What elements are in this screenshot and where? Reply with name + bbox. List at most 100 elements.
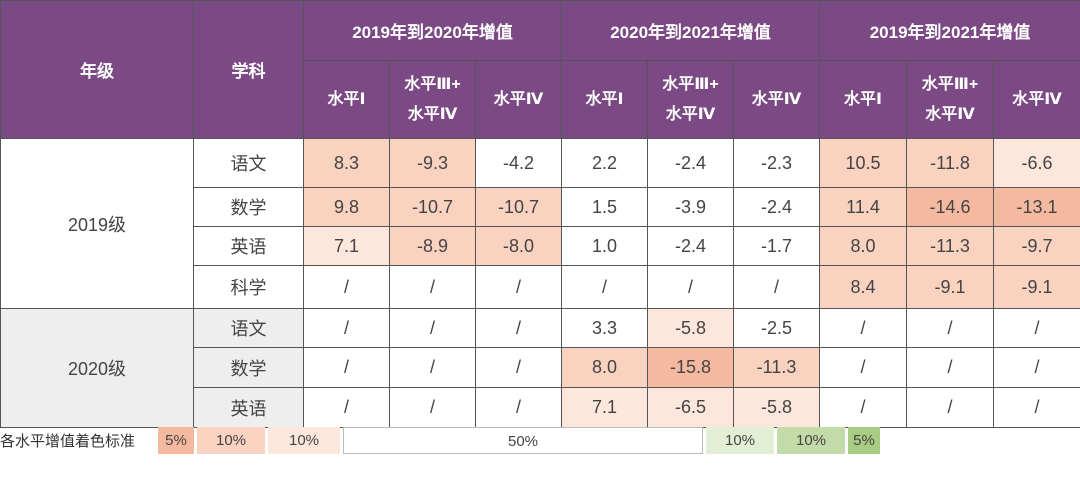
value-cell: / (303, 265, 390, 309)
legend-swatch: 10% (268, 427, 340, 454)
subject-cell: 英语 (193, 226, 304, 266)
value-cell: -2.4 (733, 187, 821, 227)
header-group-2019-2021: 2019年到2021年增值 (819, 0, 1080, 61)
value-cell: -6.6 (993, 138, 1080, 188)
value-cell: / (819, 347, 908, 388)
value-cell: -1.7 (733, 226, 821, 266)
value-cell: 8.3 (303, 138, 390, 188)
value-cell: / (303, 387, 390, 428)
table-row: 2020级 语文 / //3.3 -5.8 -2.5// / (0, 308, 1080, 428)
value-cell: / (389, 347, 476, 388)
value-cell: / (474, 387, 563, 428)
header-row-levels: 水平Ⅰ 水平Ⅲ+ 水平Ⅳ 水平Ⅳ 水平Ⅰ 水平Ⅲ+ 水平Ⅳ 水平Ⅳ 水平Ⅰ 水平Ⅲ+… (1, 60, 1080, 139)
value-cell: / (906, 387, 995, 428)
value-cell: / (993, 347, 1080, 388)
header-level-3plus: 水平Ⅲ+ 水平Ⅳ (647, 60, 735, 139)
value-cell: 8.0 (561, 347, 649, 388)
value-cell: -9.7 (993, 226, 1080, 266)
value-cell: / (733, 265, 821, 309)
value-cell: / (474, 265, 563, 309)
legend: 各水平增值着色标准 5% 10% 10% 50% 10% 10% 5% (0, 427, 883, 454)
value-cell: -10.7 (474, 187, 563, 227)
value-cell: -8.0 (474, 226, 563, 266)
header-level-1: 水平Ⅰ (819, 60, 908, 139)
legend-swatch: 50% (343, 427, 703, 454)
grade-cell: 2019级 (0, 138, 194, 309)
value-cell: -2.5 (733, 308, 821, 348)
value-cell: -8.9 (389, 226, 476, 266)
value-cell: 3.3 (561, 308, 649, 348)
value-cell: -5.8 (647, 308, 735, 348)
value-cell: 11.4 (819, 187, 908, 227)
value-cell: 1.0 (561, 226, 649, 266)
grade-cell: 2020级 (0, 308, 194, 428)
value-cell: 1.5 (561, 187, 649, 227)
header-level-4: 水平Ⅳ (993, 60, 1080, 139)
header-subject: 学科 (193, 0, 304, 139)
value-cell: / (819, 387, 908, 428)
value-cell: / (819, 308, 908, 348)
value-added-table: 年级 学科 2019年到2020年增值 2020年到2021年增值 2019年到… (0, 0, 1080, 428)
subject-cell: 数学 (193, 187, 304, 227)
header-level-3plus: 水平Ⅲ+ 水平Ⅳ (389, 60, 476, 139)
table-row: 2019级 语文 8.3 -9.3 -4.2 2.2 -2.4 -2.3 10.5 -11.8 -6… (0, 138, 1080, 309)
value-cell: / (474, 308, 563, 348)
value-cell: -11.8 (906, 138, 995, 188)
subject-cell: 语文 (193, 308, 304, 348)
header-row-groups: 年级 学科 2019年到2020年增值 2020年到2021年增值 2019年到… (0, 0, 1080, 139)
header-level-3plus: 水平Ⅲ+ 水平Ⅳ (906, 60, 995, 139)
value-cell: 7.1 (303, 226, 390, 266)
subject-cell: 科学 (193, 265, 304, 309)
value-cell: / (993, 308, 1080, 348)
header-level-4: 水平Ⅳ (733, 60, 821, 139)
value-cell: / (906, 308, 995, 348)
value-cell: -9.1 (906, 265, 995, 309)
header-level-1: 水平Ⅰ (561, 60, 649, 139)
value-cell: / (389, 265, 476, 309)
table-row: 数学 / //8.0 -15.8 -11.3// / (1, 347, 1080, 388)
value-cell: -2.4 (647, 226, 735, 266)
value-cell: / (303, 308, 390, 348)
value-cell: -13.1 (993, 187, 1080, 227)
header-group-2019-2020: 2019年到2020年增值 (302, 0, 563, 61)
legend-items: 5% 10% 10% 50% 10% 10% 5% (158, 427, 883, 454)
legend-swatch: 10% (706, 427, 774, 454)
legend-swatch: 5% (158, 427, 194, 454)
table-row: 英语 7.1 -8.9 -8.0 1.0 -2.4 -1.7 8.0 -11.3 -9.7 (1, 226, 1080, 266)
value-cell: / (993, 387, 1080, 428)
legend-swatch: 5% (848, 427, 880, 454)
table-body: 2019级 语文 8.3 -9.3 -4.2 2.2 -2.4 -2.3 10.5 -11.8 -6… (0, 138, 1080, 428)
legend-title: 各水平增值着色标准 (0, 433, 136, 450)
value-cell: / (303, 347, 390, 388)
table-row: 英语 / //7.1 -6.5 -5.8// / (1, 387, 1080, 428)
header-group-2020-2021: 2020年到2021年增值 (561, 0, 821, 61)
value-cell: -15.8 (647, 347, 735, 388)
value-cell: -9.3 (389, 138, 476, 188)
value-cell: -10.7 (389, 187, 476, 227)
value-cell: -4.2 (474, 138, 563, 188)
header-level-1: 水平Ⅰ (303, 60, 390, 139)
value-cell: / (389, 387, 476, 428)
value-cell: -11.3 (733, 347, 821, 388)
value-cell: -2.4 (647, 138, 735, 188)
value-cell: / (906, 347, 995, 388)
value-cell: -6.5 (647, 387, 735, 428)
value-cell: 10.5 (819, 138, 908, 188)
subject-cell: 语文 (193, 138, 304, 188)
value-cell: -3.9 (647, 187, 735, 227)
value-cell: / (647, 265, 735, 309)
header-grade: 年级 (0, 0, 194, 139)
value-cell: -14.6 (906, 187, 995, 227)
table-row: 科学 / / / / //8.4 -9.1 -9.1 (1, 265, 1080, 309)
value-cell: / (474, 347, 563, 388)
value-cell: 8.0 (819, 226, 908, 266)
value-cell: / (561, 265, 649, 309)
value-cell: -11.3 (906, 226, 995, 266)
value-cell: -9.1 (993, 265, 1080, 309)
legend-swatch: 10% (197, 427, 265, 454)
value-cell: 2.2 (561, 138, 649, 188)
legend-swatch: 10% (777, 427, 845, 454)
value-cell: 9.8 (303, 187, 390, 227)
table-row: 数学 9.8 -10.7 -10.7 1.5 -3.9 -2.4 11.4 -14.6 -13.1 (1, 187, 1080, 227)
value-cell: -2.3 (733, 138, 821, 188)
